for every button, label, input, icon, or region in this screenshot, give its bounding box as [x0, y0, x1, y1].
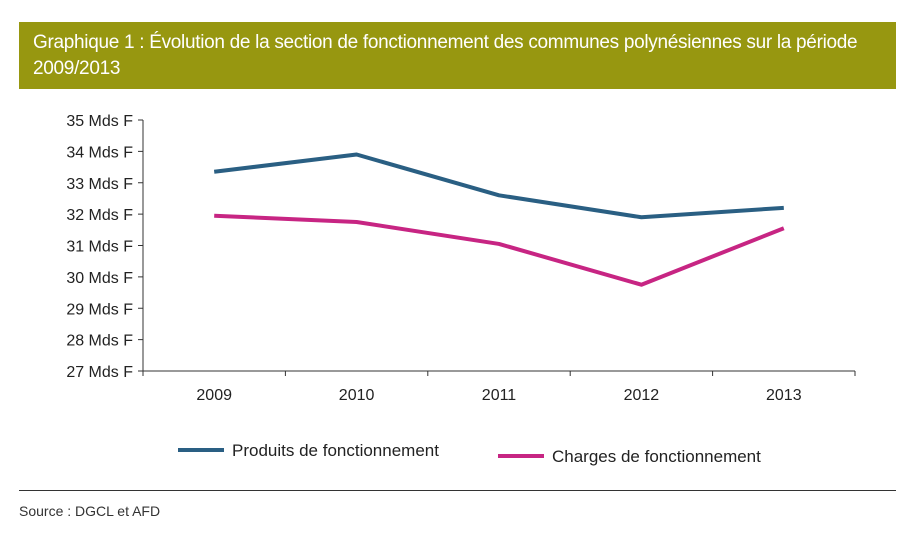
- series-line-produits: [213, 152, 784, 220]
- x-tick-label: 2012: [624, 387, 660, 404]
- series-line-charges: [214, 213, 785, 287]
- y-tick-label: 33 Mds F: [66, 176, 133, 193]
- source-note: Source : DGCL et AFD: [19, 503, 161, 519]
- x-tick-label: 2009: [196, 387, 232, 404]
- y-tick-label: 34 Mds F: [66, 144, 133, 161]
- y-tick-label: 32 Mds F: [66, 207, 133, 224]
- x-tick-label: 2013: [766, 387, 802, 404]
- legend-label: Charges de fonctionnement: [552, 447, 761, 466]
- x-tick-label: 2011: [482, 387, 517, 404]
- legend-label: Produits de fonctionnement: [232, 441, 439, 460]
- y-tick-label: 27 Mds F: [66, 364, 133, 381]
- y-tick-label: 35 Mds F: [66, 113, 133, 130]
- y-tick-label: 28 Mds F: [66, 333, 133, 350]
- chart-title: Graphique 1 : Évolution de la section de…: [19, 22, 896, 89]
- y-tick-label: 30 Mds F: [66, 270, 133, 287]
- x-tick-label: 2010: [339, 387, 375, 404]
- y-tick-label: 31 Mds F: [66, 239, 133, 256]
- divider: [19, 490, 896, 491]
- y-tick-label: 29 Mds F: [66, 301, 133, 318]
